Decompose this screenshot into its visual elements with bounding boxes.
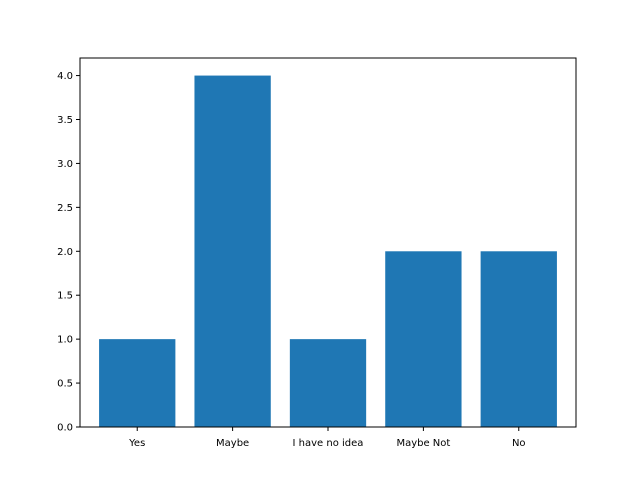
- y-tick-label-0: 0.0: [57, 423, 73, 434]
- bar-3: [385, 251, 462, 427]
- x-tick-label-0: Yes: [128, 438, 145, 449]
- plot-frame: [79, 57, 577, 428]
- y-tick-label-3: 1.5: [57, 291, 73, 302]
- x-tick-label-2: I have no idea: [293, 438, 364, 449]
- bar-4: [480, 251, 557, 427]
- bar-0: [99, 339, 176, 427]
- x-tick-label-3: Maybe Not: [396, 438, 450, 449]
- y-tick-label-1: 0.5: [57, 379, 73, 390]
- y-tick-label-6: 3.0: [57, 159, 73, 170]
- y-tick-label-2: 1.0: [57, 335, 73, 346]
- x-tick-label-4: No: [512, 438, 526, 449]
- y-tick-label-8: 4.0: [57, 71, 73, 82]
- y-tick-label-7: 3.5: [57, 115, 73, 126]
- x-tick-label-1: Maybe: [216, 438, 249, 449]
- y-tick-label-4: 2.0: [57, 247, 73, 258]
- y-axis: 0.0 0.5 1.0 1.5 2.0 2.5 3.0 3.5 4.0: [57, 71, 80, 434]
- y-tick-label-5: 2.5: [57, 203, 73, 214]
- x-axis: Yes Maybe I have no idea Maybe Not No: [128, 427, 526, 449]
- bars-group: [99, 75, 557, 428]
- bar-2: [289, 339, 367, 427]
- bar-1: [194, 75, 271, 428]
